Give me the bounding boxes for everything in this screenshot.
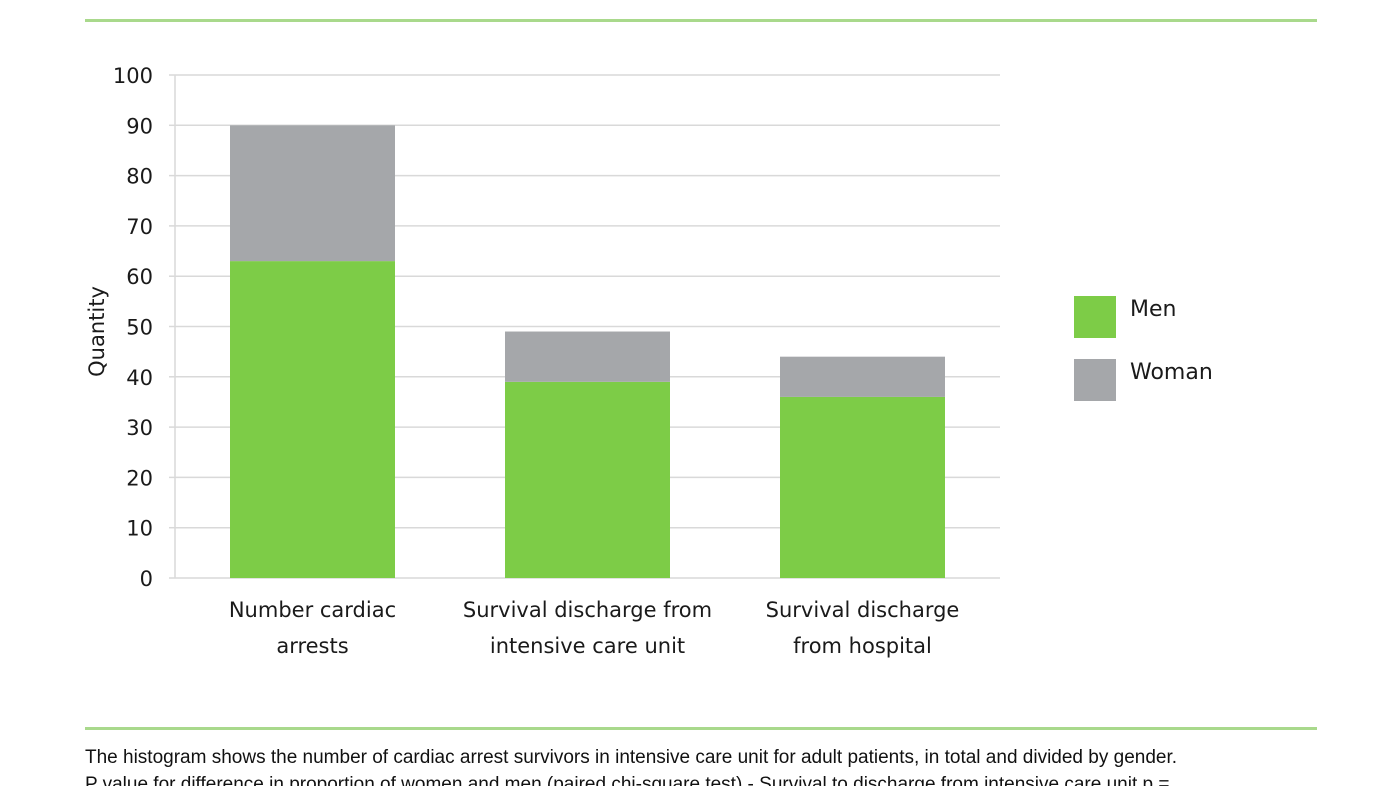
bar-woman-1 — [505, 331, 670, 382]
y-tick-label: 40 — [126, 366, 153, 390]
y-tick-label: 50 — [126, 316, 153, 340]
x-category-label: from hospital — [793, 634, 932, 658]
y-axis-title: Quantity — [85, 286, 109, 377]
y-tick-label: 10 — [126, 517, 153, 541]
x-category-label: arrests — [276, 634, 348, 658]
top-divider — [85, 19, 1317, 22]
y-tick-label: 0 — [140, 567, 153, 591]
caption-line-1: The histogram shows the number of cardia… — [85, 747, 1178, 768]
bar-men-1 — [505, 381, 670, 578]
stacked-bar-chart: 0 10 20 30 40 50 60 70 80 90 100 Quantity Number car… — [85, 64, 1213, 658]
bar-woman-0 — [230, 125, 395, 262]
figure-caption: The histogram shows the number of cardia… — [85, 744, 1325, 786]
caption-line-2: P value for difference in proportion of … — [85, 774, 1170, 786]
y-tick-label: 60 — [126, 265, 153, 289]
x-category-label: Number cardiac — [229, 598, 396, 622]
legend-swatch-woman — [1074, 359, 1116, 401]
legend-label-woman: Woman — [1130, 360, 1213, 385]
y-tick-label: 100 — [113, 64, 153, 88]
y-tick-label: 70 — [126, 215, 153, 239]
legend-swatch-men — [1074, 296, 1116, 338]
legend-label-men: Men — [1130, 297, 1176, 322]
bottom-divider — [85, 727, 1317, 730]
bar-woman-2 — [780, 356, 945, 397]
y-tick-label: 80 — [126, 165, 153, 189]
y-tick-label: 90 — [126, 114, 153, 138]
x-category-label: Survival discharge from — [463, 598, 712, 622]
y-tick-label: 30 — [126, 416, 153, 440]
bar-men-2 — [780, 396, 945, 578]
x-category-label: Survival discharge — [766, 598, 960, 622]
x-category-label: intensive care unit — [490, 634, 685, 658]
bar-men-0 — [230, 261, 395, 578]
y-tick-label: 20 — [126, 466, 153, 490]
